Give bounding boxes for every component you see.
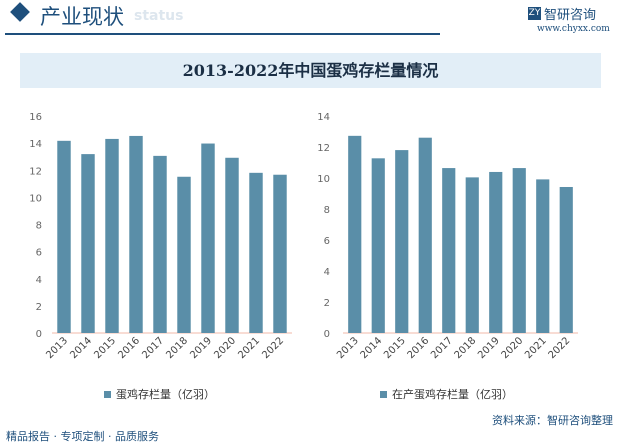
x-tick-label: 2014 [68, 335, 94, 361]
y-tick-label: 10 [317, 174, 330, 185]
legend-right: 在产蛋鸡存栏量（亿羽） [380, 386, 513, 402]
bar-2019 [489, 171, 503, 333]
footer: 精品报告 · 专项定制 · 品质服务 资料来源：智研咨询整理 [0, 414, 621, 445]
x-tick-label: 2015 [92, 335, 118, 361]
bar-2014 [371, 158, 385, 333]
y-tick-label: 6 [36, 248, 42, 259]
y-tick-label: 2 [36, 302, 42, 313]
brand-url: www.chyxx.com [537, 24, 610, 34]
legend-swatch [380, 390, 387, 398]
bar-2015 [105, 138, 119, 333]
y-tick-label: 0 [36, 329, 42, 340]
y-tick-label: 10 [29, 193, 42, 204]
y-tick-label: 14 [29, 139, 42, 150]
y-tick-label: 14 [317, 112, 330, 123]
x-tick-label: 2020 [500, 335, 526, 361]
y-tick-label: 8 [36, 221, 42, 232]
legend-left: 蛋鸡存栏量（亿羽） [104, 386, 215, 402]
bar-2015 [395, 150, 409, 333]
x-tick-label: 2017 [140, 335, 166, 361]
chart-title: 2013-2022年中国蛋鸡存栏量情况 [20, 53, 601, 88]
x-tick-label: 2021 [236, 335, 262, 361]
y-tick-label: 12 [29, 166, 42, 177]
bar-2022 [273, 174, 287, 333]
section-title: 产业现状 [40, 5, 124, 29]
bar-2017 [442, 168, 456, 333]
y-tick-label: 6 [324, 236, 330, 247]
y-tick-label: 8 [324, 205, 330, 216]
y-tick-label: 4 [324, 267, 330, 278]
x-tick-label: 2016 [406, 335, 432, 361]
bar-2021 [249, 172, 263, 333]
bar-2013 [348, 135, 362, 333]
x-tick-label: 2015 [382, 335, 408, 361]
brand-logo: ZY 智研咨询 [528, 4, 596, 23]
bar-2017 [153, 155, 167, 333]
x-tick-label: 2016 [116, 335, 142, 361]
bar-2021 [536, 179, 550, 333]
bar-2018 [177, 176, 191, 333]
bar-2018 [465, 177, 479, 333]
x-tick-label: 2013 [44, 335, 70, 361]
bar-2016 [129, 135, 143, 333]
x-tick-label: 2018 [453, 335, 479, 361]
bar-2016 [418, 137, 432, 333]
x-tick-label: 2018 [164, 335, 190, 361]
bar-2020 [225, 157, 239, 333]
legend-label: 蛋鸡存栏量（亿羽） [116, 388, 215, 401]
bar-2014 [81, 154, 95, 333]
x-tick-label: 2019 [188, 335, 214, 361]
x-tick-label: 2013 [335, 335, 361, 361]
x-tick-label: 2022 [547, 335, 573, 361]
source-note: 资料来源：智研咨询整理 [492, 414, 613, 427]
x-tick-label: 2019 [476, 335, 502, 361]
y-tick-label: 0 [324, 329, 330, 340]
x-tick-label: 2021 [523, 335, 549, 361]
bar-2013 [57, 140, 71, 333]
x-tick-label: 2014 [359, 335, 385, 361]
header-divider [5, 33, 440, 35]
bar-2022 [559, 186, 573, 333]
logo-text: 智研咨询 [544, 8, 597, 23]
legend-swatch [104, 390, 111, 398]
y-tick-label: 16 [29, 112, 42, 123]
y-tick-label: 4 [36, 275, 42, 286]
legend-label: 在产蛋鸡存栏量（亿羽） [392, 388, 513, 401]
y-tick-label: 12 [317, 143, 330, 154]
bar-2019 [201, 143, 215, 333]
section-subtitle: status [134, 8, 184, 24]
bar-2020 [512, 168, 526, 333]
footer-tagline: 精品报告 · 专项定制 · 品质服务 [6, 430, 159, 443]
x-tick-label: 2022 [260, 335, 286, 361]
x-tick-label: 2020 [212, 335, 238, 361]
y-tick-label: 2 [324, 298, 330, 309]
logo-icon: ZY [528, 7, 541, 20]
x-tick-label: 2017 [429, 335, 455, 361]
